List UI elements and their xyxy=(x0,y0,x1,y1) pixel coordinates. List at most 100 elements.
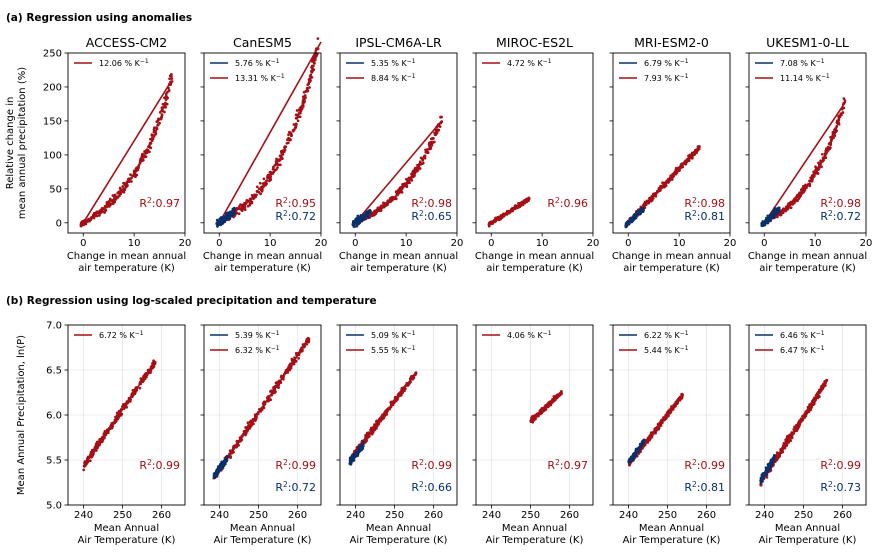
data-point xyxy=(295,109,299,112)
r2-label: R2:0.72 xyxy=(275,209,316,223)
data-point xyxy=(389,199,393,203)
data-point xyxy=(791,201,795,205)
data-point xyxy=(278,158,281,162)
data-point xyxy=(309,79,312,82)
data-point xyxy=(140,157,143,161)
data-point xyxy=(313,56,317,60)
legend-unit-superscript: −1 xyxy=(543,330,552,337)
regression-line xyxy=(216,210,236,226)
r2-value: :0.99 xyxy=(152,459,180,472)
x-tick-label: 260 xyxy=(152,510,171,521)
legend-unit-superscript: −1 xyxy=(821,73,830,80)
data-point xyxy=(268,177,272,181)
data-point xyxy=(167,89,171,92)
data-point xyxy=(95,440,99,444)
r2-label: R2:0.66 xyxy=(411,480,452,494)
r2-value: :0.66 xyxy=(424,481,452,494)
x-axis-label: Air Temperature (K) xyxy=(759,535,857,546)
data-point xyxy=(92,215,95,219)
x-axis-label: Change in mean annual xyxy=(339,251,458,262)
data-point xyxy=(292,123,296,126)
data-point xyxy=(148,146,152,149)
data-point xyxy=(397,188,400,192)
data-point xyxy=(405,178,409,181)
data-point xyxy=(382,201,385,205)
data-point xyxy=(272,166,275,170)
x-axis-label: air temperature (K) xyxy=(759,263,856,274)
data-point xyxy=(148,150,151,154)
data-point xyxy=(364,433,367,437)
x-tick-label: 0 xyxy=(625,238,631,249)
data-point xyxy=(138,386,142,390)
data-point xyxy=(772,208,776,212)
axes-frame xyxy=(475,52,594,234)
data-point xyxy=(760,480,764,483)
data-point xyxy=(405,181,409,184)
r2-value: :0.72 xyxy=(833,210,861,223)
regression-line xyxy=(352,211,371,226)
data-point xyxy=(150,137,154,140)
data-point xyxy=(113,193,117,197)
r2-superscript: 2 xyxy=(419,196,424,205)
data-point xyxy=(311,69,315,72)
data-point xyxy=(150,133,154,137)
r2-label: R2:0.99 xyxy=(139,458,180,472)
legend-label: 5.55 % K−1 xyxy=(371,345,416,355)
data-point xyxy=(808,179,812,183)
r2-label: R2:0.98 xyxy=(684,196,725,210)
data-point xyxy=(357,216,361,219)
data-point xyxy=(241,204,244,208)
r2-value: :0.97 xyxy=(152,197,180,210)
data-point xyxy=(240,209,244,212)
r2-label: R2:0.81 xyxy=(684,209,725,223)
legend-label: 7.08 % K−1 xyxy=(780,58,825,68)
data-point xyxy=(824,152,827,156)
data-point xyxy=(269,398,273,402)
data-point xyxy=(427,142,431,146)
x-axis-label: air temperature (K) xyxy=(486,263,583,274)
data-point xyxy=(264,181,268,185)
data-point xyxy=(119,192,122,196)
x-tick-label: 240 xyxy=(755,510,774,521)
data-point xyxy=(213,476,217,479)
data-point xyxy=(250,197,253,201)
data-point xyxy=(793,200,797,203)
data-point xyxy=(256,190,260,193)
regression-line xyxy=(213,457,229,477)
data-point xyxy=(381,204,385,207)
r2-label: R2:0.65 xyxy=(411,209,452,223)
legend-unit-superscript: −1 xyxy=(680,330,689,337)
data-point xyxy=(107,200,111,203)
data-point xyxy=(130,180,133,183)
legend-label: 5.09 % K−1 xyxy=(371,330,416,340)
data-point xyxy=(835,125,838,129)
data-point xyxy=(829,146,832,149)
data-point xyxy=(286,141,290,145)
regression-line xyxy=(627,440,645,464)
r2-value: :0.81 xyxy=(697,481,725,494)
legend-label: 6.46 % K−1 xyxy=(780,330,825,340)
x-axis-label: Mean Annual xyxy=(775,523,840,534)
legend-unit-superscript: −1 xyxy=(271,58,280,65)
data-point xyxy=(149,371,152,374)
data-point xyxy=(795,195,799,199)
data-point xyxy=(149,142,153,145)
r2-superscript: 2 xyxy=(692,209,697,218)
x-axis-label: Mean Annual xyxy=(94,523,159,534)
data-point xyxy=(384,202,388,205)
regression-line xyxy=(530,391,563,422)
data-point xyxy=(216,225,219,228)
data-point xyxy=(232,208,236,211)
x-axis-label: Change in mean annual xyxy=(203,251,322,262)
x-tick-label: 20 xyxy=(724,238,737,249)
data-point xyxy=(143,154,146,157)
r2-value: :0.73 xyxy=(833,481,861,494)
data-point xyxy=(161,102,165,106)
x-tick-label: 260 xyxy=(424,510,443,521)
r2-label: R2:0.73 xyxy=(820,480,861,494)
x-tick-label: 260 xyxy=(833,510,852,521)
y-tick-label: 250 xyxy=(43,49,62,60)
